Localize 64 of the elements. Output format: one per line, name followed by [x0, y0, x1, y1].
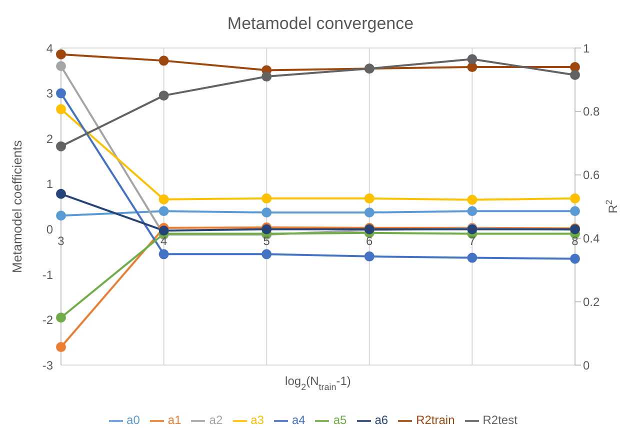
y2-tick-label: 0.8	[583, 104, 600, 119]
point	[570, 254, 580, 264]
legend-label: a6	[374, 413, 388, 428]
legend-label: R2train	[416, 413, 455, 428]
point	[158, 56, 169, 66]
x-tick-label: 3	[58, 234, 65, 248]
chart-title: Metamodel convergence	[226, 14, 415, 34]
legend-label: a5	[333, 413, 347, 428]
y-tick-label: 4	[46, 41, 54, 56]
y-tick-label: 3	[46, 86, 54, 101]
y2-tick-label: 0.4	[583, 232, 600, 246]
point	[467, 62, 478, 72]
point	[364, 251, 374, 262]
y-tick-label: -3	[42, 358, 54, 372]
point	[56, 141, 66, 152]
x-tick-label: 7	[468, 234, 476, 248]
point	[158, 194, 169, 204]
point	[262, 72, 272, 82]
point	[56, 312, 66, 323]
legend-label: a4	[292, 413, 306, 428]
point	[56, 342, 66, 352]
point	[262, 207, 272, 218]
point	[467, 54, 478, 64]
point	[56, 88, 66, 98]
y2-tick-label: 0.6	[583, 168, 600, 182]
y-tick-label: 0	[46, 222, 54, 236]
point	[262, 193, 272, 204]
point	[56, 104, 66, 114]
y-tick-label: -2	[42, 313, 54, 328]
point	[467, 206, 478, 216]
x-axis-title: log$_{2}$(N$_{train}$-1)	[285, 374, 351, 392]
point	[56, 188, 66, 199]
y-axis-title: Metamodel coefficients	[10, 140, 25, 273]
point	[467, 194, 478, 205]
x-tick-label: 5	[263, 234, 270, 248]
x-tick-label: 8	[572, 234, 579, 248]
point	[364, 193, 374, 204]
legend-label: R2test	[482, 413, 518, 428]
y-tick-label: 1	[46, 177, 54, 192]
point	[570, 62, 580, 72]
point	[570, 70, 580, 80]
legend-label: a2	[209, 413, 223, 428]
point	[158, 226, 169, 236]
point	[467, 252, 478, 263]
y-tick-label: 2	[46, 132, 54, 146]
legend-label: a3	[250, 413, 264, 428]
point	[570, 193, 580, 204]
point	[570, 206, 580, 216]
point	[158, 206, 169, 216]
point	[158, 249, 169, 260]
point	[56, 210, 66, 221]
point	[158, 90, 169, 101]
y2-tick-label: 1	[583, 41, 590, 56]
y2-tick-label: 0.2	[583, 294, 600, 309]
point	[56, 61, 66, 72]
legend-label: a0	[126, 413, 140, 428]
point	[56, 49, 66, 60]
legend-label: a1	[168, 413, 182, 428]
point	[364, 207, 374, 218]
point	[262, 249, 272, 260]
y-tick-label: -1	[42, 268, 54, 282]
y2-tick-label: 0	[583, 358, 590, 372]
x-tick-label: 6	[366, 234, 374, 248]
x-tick-label: 4	[160, 234, 168, 248]
